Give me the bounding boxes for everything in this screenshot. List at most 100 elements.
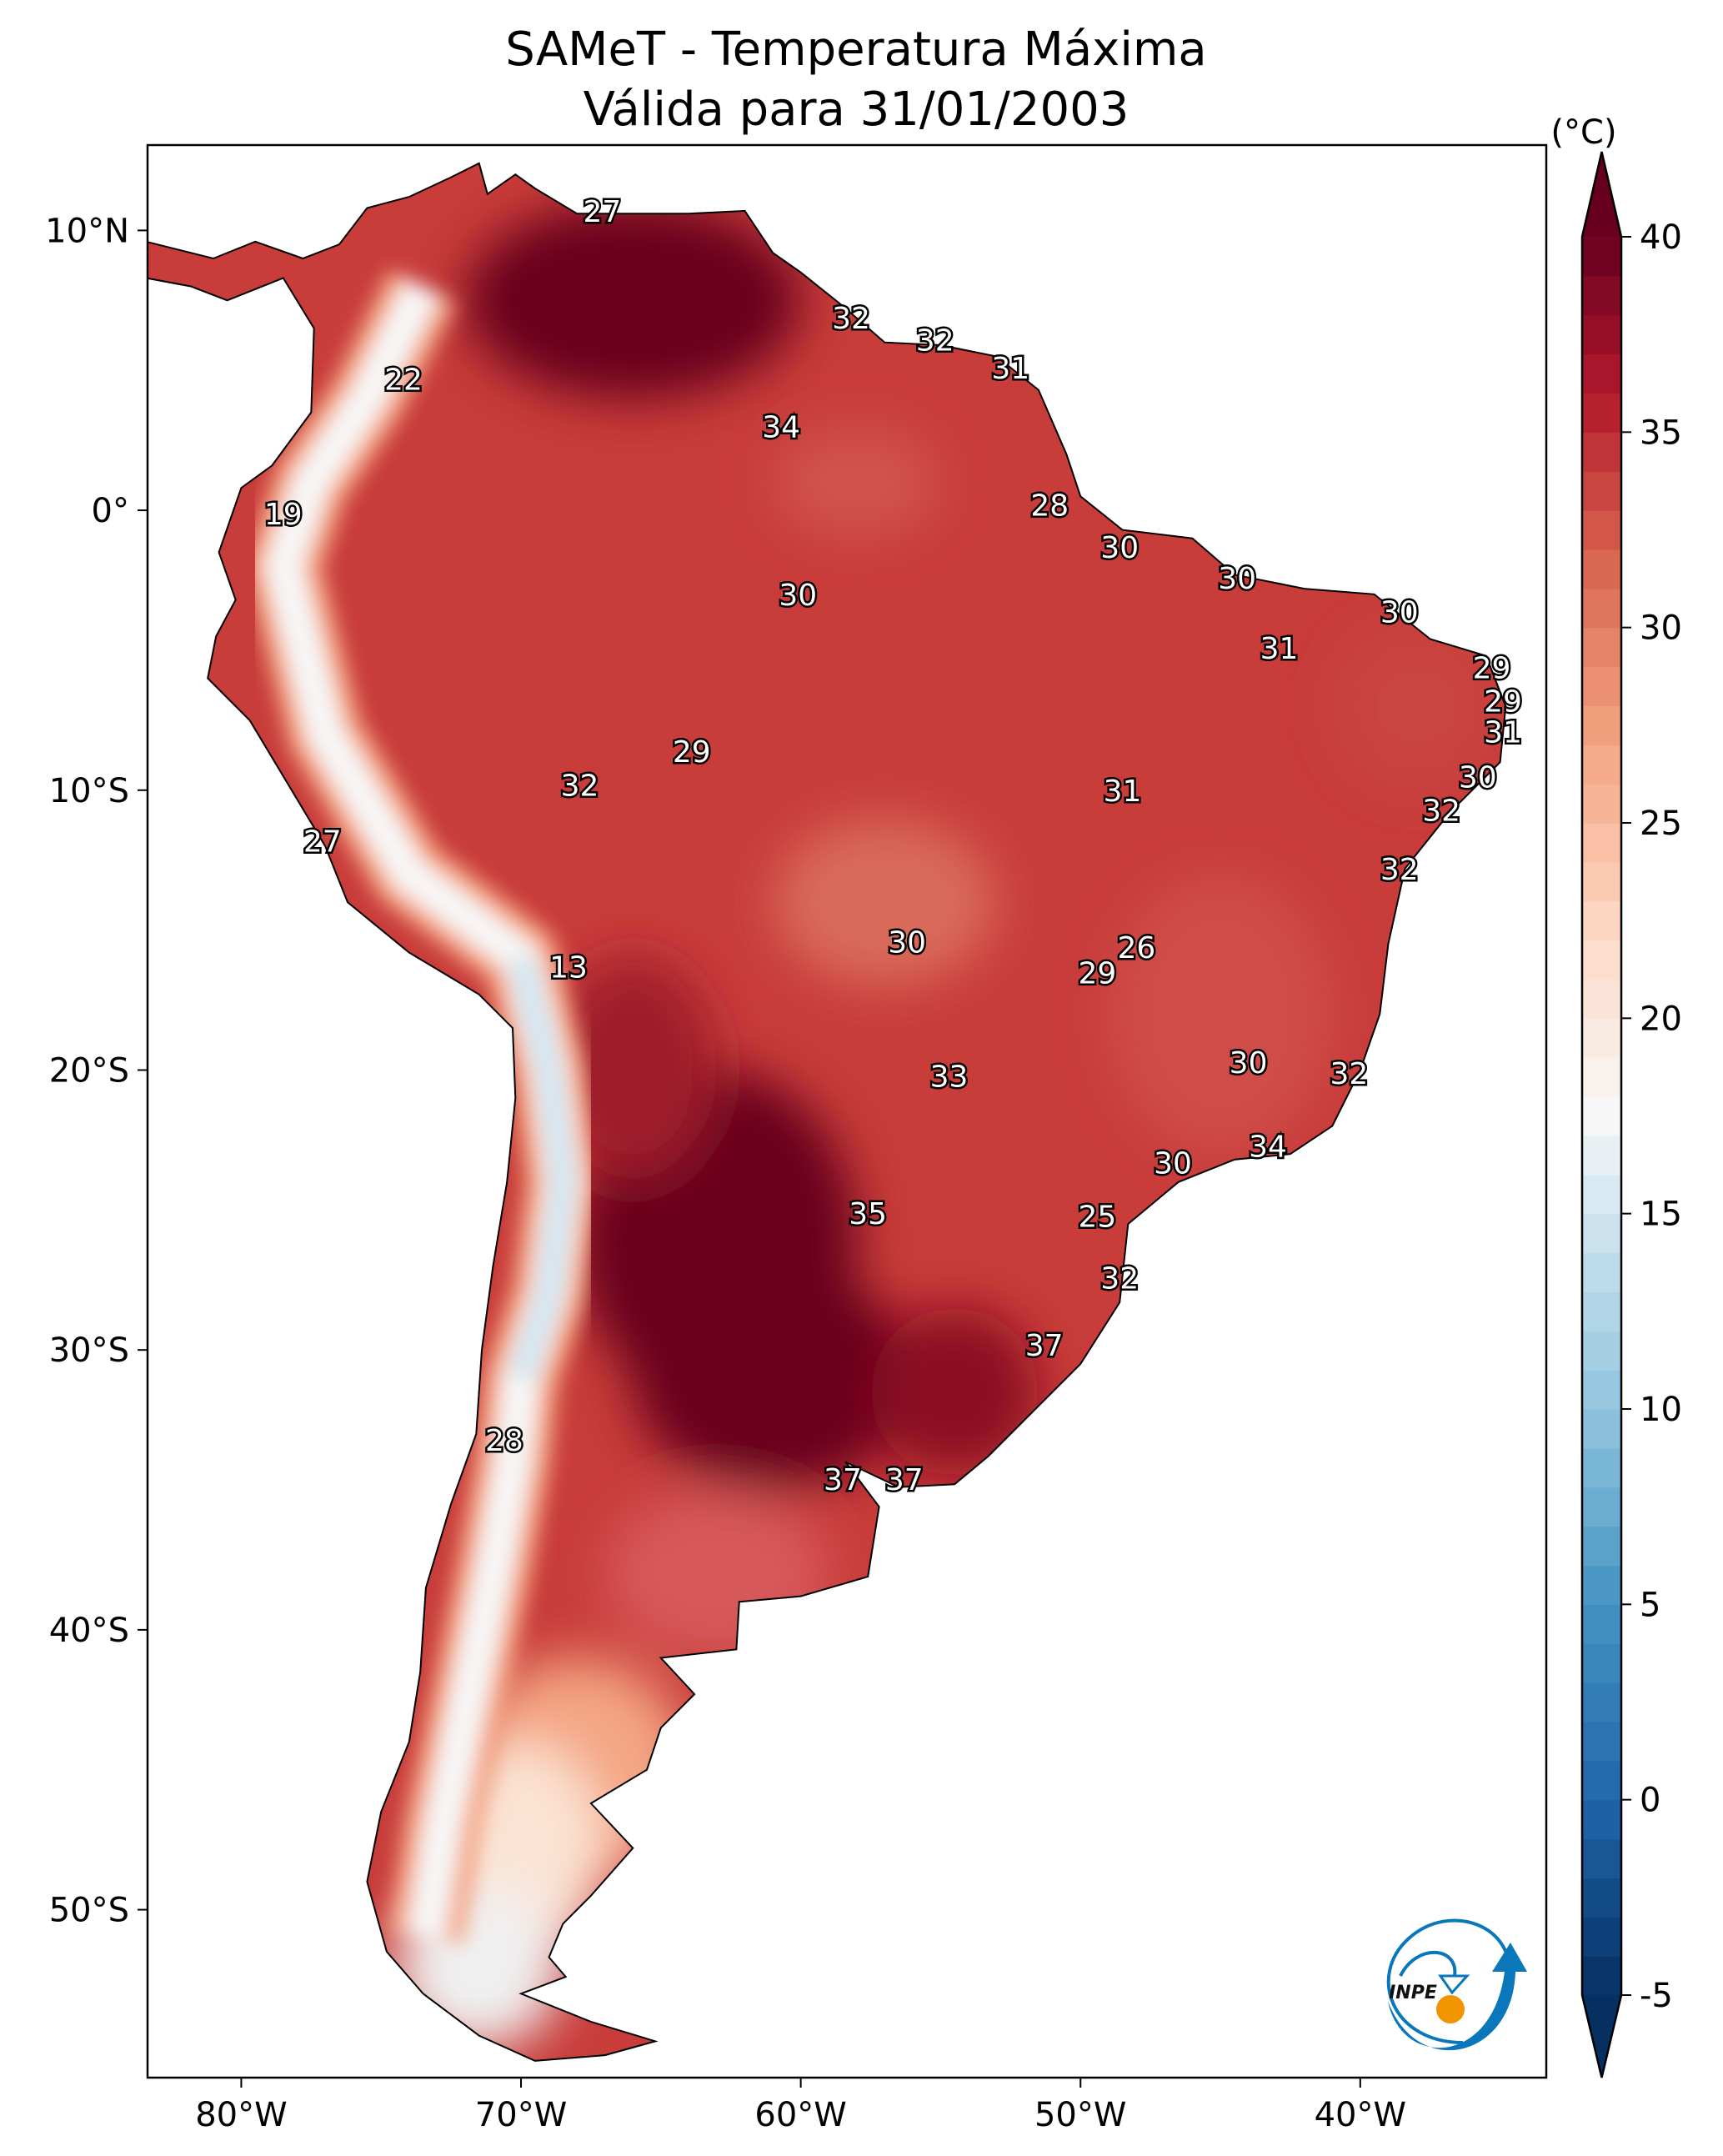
map-area [148,162,1507,2062]
lat-tick-label: 10°N [45,212,129,250]
colorbar-level [1582,393,1621,433]
colorbar-tick-label: 35 [1640,414,1682,452]
station-temperature-label: 19 [264,498,303,532]
colorbar-level [1582,1409,1621,1449]
temperature-region [870,1307,1039,1477]
station-temperature-label: 37 [1025,1329,1064,1363]
colorbar-level [1582,1096,1621,1136]
temperature-blobs [395,202,1500,2050]
colorbar-level [1582,1604,1621,1644]
colorbar-level [1582,627,1621,668]
station-temperature-label: 31 [1484,716,1522,750]
colorbar-level [1582,900,1621,941]
land-temperature-field [148,163,1506,2061]
logo-text: INPE [1389,1983,1437,2003]
station-temperature-label: 26 [1117,931,1155,965]
colorbar-tick-label: 5 [1640,1586,1660,1624]
station-temperature-label: 32 [916,324,954,358]
lat-tick-label: 40°S [49,1612,129,1650]
colorbar: -5 0 5 10 15 20 25 30 35 40 [1580,151,1682,2078]
colorbar-level [1582,1838,1621,1878]
temperature-region [773,426,941,539]
map-title-line2: Válida para 31/01/2003 [584,83,1129,137]
lat-tick-label: 10°S [49,772,129,810]
station-temperature-label: 30 [888,925,926,960]
colorbar-level [1582,353,1621,394]
lon-tick-label: 50°W [1034,2096,1126,2134]
station-temperature-label: 27 [583,195,621,229]
colorbar-level [1582,1799,1621,1840]
station-temperature-label: 31 [1260,632,1299,666]
station-temperature-label: 29 [1473,651,1511,685]
temperature-region [464,202,801,399]
station-temperature-label: 32 [832,302,870,336]
lon-tick-label: 80°W [195,2096,287,2134]
station-temperature-label: 32 [1422,795,1460,829]
colorbar-extend-max [1582,152,1621,237]
station-temperature-label: 30 [1459,760,1497,795]
colorbar-level [1582,1252,1621,1292]
colorbar-level [1582,549,1621,589]
colorbar-level [1582,979,1621,1019]
map-title-line1: SAMeT - Temperatura Máxima [505,23,1207,77]
colorbar-level [1582,1447,1621,1488]
map-frame [146,143,1548,2079]
colorbar-level [1582,1878,1621,1918]
temperature-region [604,1490,829,1658]
station-temperature-label: 32 [1380,853,1419,887]
colorbar-level [1582,1018,1621,1058]
colorbar-level [1582,1956,1621,1996]
station-temperature-label: 34 [762,411,800,445]
colorbar-level [1582,314,1621,355]
colorbar-level [1582,1917,1621,1957]
colorbar-level [1582,940,1621,980]
colorbar-level [1582,432,1621,472]
colorbar-level [1582,1643,1621,1683]
temperature-region [633,1266,913,1491]
colorbar-tick-label: 40 [1640,218,1682,257]
station-temperature-label: 30 [1230,1046,1268,1081]
colorbar-tick-label: 0 [1640,1782,1660,1820]
inpe-logo: INPE [1386,1918,1527,2051]
lon-tick-label: 40°W [1315,2096,1406,2134]
lat-tick-label: 50°S [49,1892,129,1930]
colorbar-level [1582,1291,1621,1331]
map-axis-ticks: 80°W 70°W 60°W 50°W 40°W 10°N 0° 10°S 20°S 30°S 40… [45,212,1406,2134]
colorbar-tick-label: 15 [1640,1196,1682,1234]
colorbar-level [1582,1760,1621,1801]
station-temperature-label: 27 [303,825,342,860]
lat-tick-label: 0° [92,492,129,530]
colorbar-level [1582,1526,1621,1567]
lon-tick-label: 70°W [475,2096,567,2134]
station-temperature-label: 37 [885,1463,924,1497]
station-temperature-label: 30 [1380,595,1419,629]
colorbar-level [1582,784,1621,824]
station-temperature-label: 29 [1484,685,1522,720]
station-temperature-label: 28 [485,1424,523,1458]
temperature-region [1332,622,1500,790]
colorbar-level [1582,275,1621,316]
station-temperature-label: 30 [779,579,817,613]
colorbar-level [1582,1682,1621,1722]
temperature-region [1108,874,1333,1155]
lon-tick-label: 60°W [754,2096,846,2134]
colorbar-level [1582,1487,1621,1527]
station-temperature-label: 31 [991,352,1029,386]
station-temperature-label: 37 [824,1463,862,1497]
colorbar-level [1582,745,1621,785]
colorbar-extend-min [1582,1995,1621,2078]
station-temperature-label: 30 [1218,562,1256,596]
colorbar-tick-label: 30 [1640,609,1682,648]
station-temperature-label: 31 [1104,775,1142,809]
colorbar-tick-label: 25 [1640,805,1682,843]
colorbar-level [1582,1213,1621,1254]
station-temperature-label: 30 [1154,1147,1192,1181]
station-temperature-label: 32 [1100,1261,1139,1296]
colorbar-level [1582,1331,1621,1371]
colorbar-level [1582,1565,1621,1605]
colorbar-level [1582,588,1621,629]
colorbar-level [1582,1370,1621,1410]
colorbar-level [1582,1721,1621,1762]
colorbar-level [1582,510,1621,550]
